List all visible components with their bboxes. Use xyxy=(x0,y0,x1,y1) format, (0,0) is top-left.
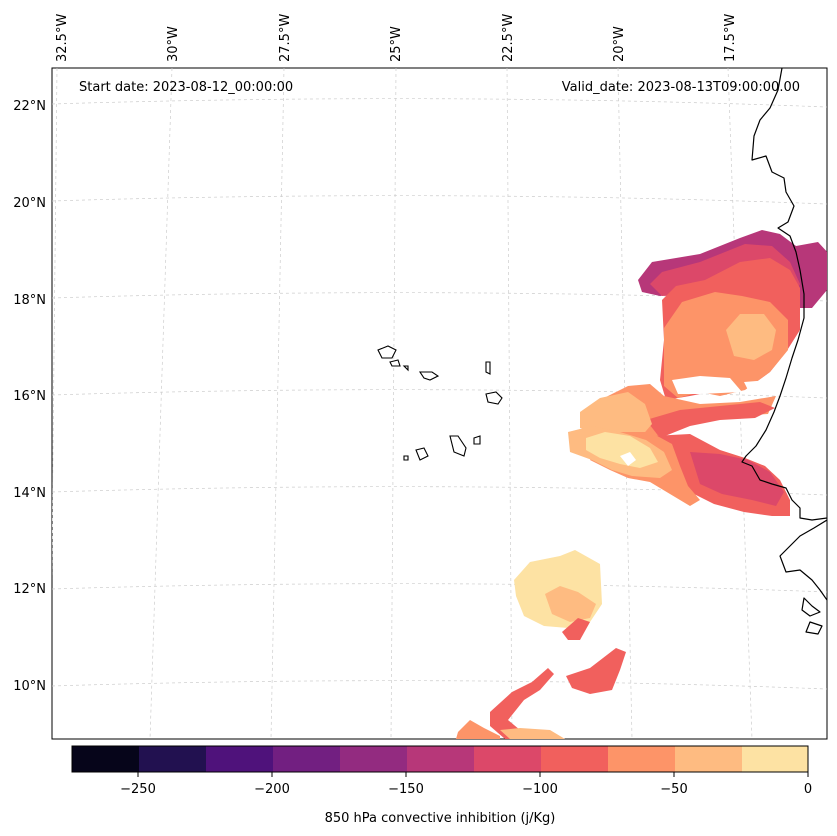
island-sao-nicolau xyxy=(418,371,440,381)
cin-hole-2 xyxy=(744,380,776,394)
start-date-label: Start date: 2023-08-12_00:00:00 xyxy=(79,80,293,95)
island-santiago xyxy=(449,435,467,457)
longitude-labels: 32.5°W 30°W 27.5°W 25°W 22.5°W 20°W 17.5… xyxy=(55,14,738,62)
colorbar-tick-labels: −250 −200 −150 −100 −50 0 xyxy=(120,782,812,797)
meridian-gridlines xyxy=(52,68,753,739)
lat-label: 22°N xyxy=(13,99,46,114)
lat-label: 16°N xyxy=(13,389,46,404)
african-coast xyxy=(741,68,827,521)
valid-date-label: Valid_date: 2023-08-13T09:00:00.00 xyxy=(562,80,800,95)
colorbar-swatch xyxy=(541,746,608,772)
lon-label: 17.5°W xyxy=(723,14,738,62)
african-coast-south xyxy=(779,519,827,601)
colorbar-tick-label: 0 xyxy=(804,782,812,797)
coastline xyxy=(741,68,827,635)
lat-label: 18°N xyxy=(13,293,46,308)
colorbar-swatches xyxy=(72,746,808,772)
cin-region-m75-band xyxy=(646,402,775,438)
lon-label: 22.5°W xyxy=(501,14,516,62)
cin-region-m25-blob xyxy=(545,586,596,622)
colorbar-tick-label: −250 xyxy=(120,782,156,797)
island-santa-luzia xyxy=(402,365,409,372)
cin-field-south xyxy=(456,550,626,739)
island-sao-vicente xyxy=(389,359,401,367)
colorbar-frame xyxy=(71,745,809,773)
cin-region-m25-west xyxy=(580,392,652,438)
parallel-gridlines xyxy=(52,98,827,690)
island-maio xyxy=(473,435,481,445)
map-panel: Start date: 2023-08-12_00:00:00 Valid_da… xyxy=(13,14,828,740)
colorbar-swatch xyxy=(206,746,273,772)
map-frame xyxy=(51,67,828,740)
colorbar-ticks xyxy=(137,772,809,777)
colorbar-swatch xyxy=(608,746,675,772)
cin-region-m75-chain xyxy=(490,668,560,739)
island-boa-vista xyxy=(485,391,503,405)
colorbar-swatch xyxy=(72,746,139,772)
colorbar-swatch xyxy=(139,746,206,772)
colorbar-tick-label: −150 xyxy=(388,782,424,797)
lon-label: 32.5°W xyxy=(55,14,70,62)
colorbar-tick-label: −50 xyxy=(660,782,687,797)
colorbar-swatch xyxy=(675,746,742,772)
cape-verde-islands xyxy=(377,345,503,461)
cin-region-zero-south xyxy=(586,432,658,468)
lat-label: 14°N xyxy=(13,486,46,501)
colorbar-swatch xyxy=(474,746,541,772)
colorbar-swatch xyxy=(407,746,474,772)
colorbar-swatch xyxy=(742,746,808,772)
colorbar-label: 850 hPa convective inhibition (j/Kg) xyxy=(325,811,556,826)
lon-label: 30°W xyxy=(166,26,181,62)
cin-hole-3 xyxy=(620,452,636,466)
island-santo-antao xyxy=(377,345,397,359)
cin-field-north xyxy=(568,230,827,516)
bissau-islands xyxy=(801,597,823,635)
cin-region-m50-chain xyxy=(456,720,500,739)
lat-label: 12°N xyxy=(13,582,46,597)
lon-label: 25°W xyxy=(389,26,404,62)
island-fogo xyxy=(415,447,429,461)
colorbar-swatch xyxy=(273,746,340,772)
lon-label: 27.5°W xyxy=(278,14,293,62)
cin-hole xyxy=(672,376,742,394)
lat-label: 20°N xyxy=(13,196,46,211)
colorbar: −250 −200 −150 −100 −50 0 850 hPa convec… xyxy=(71,745,812,826)
latitude-labels: 22°N 20°N 18°N 16°N 14°N 12°N 10°N xyxy=(13,99,46,694)
lon-label: 20°W xyxy=(612,26,627,62)
island-brava xyxy=(403,455,409,461)
colorbar-swatch xyxy=(340,746,407,772)
cin-region-m100-south xyxy=(690,452,784,506)
cin-region-m75-east xyxy=(566,648,626,694)
lat-label: 10°N xyxy=(13,679,46,694)
cin-region-m25 xyxy=(726,314,776,360)
colorbar-tick-label: −200 xyxy=(254,782,290,797)
colorbar-tick-label: −100 xyxy=(522,782,558,797)
cin-region-m25-chain xyxy=(500,728,565,739)
cin-region-m75-blob xyxy=(562,618,590,640)
island-sal xyxy=(485,361,491,375)
